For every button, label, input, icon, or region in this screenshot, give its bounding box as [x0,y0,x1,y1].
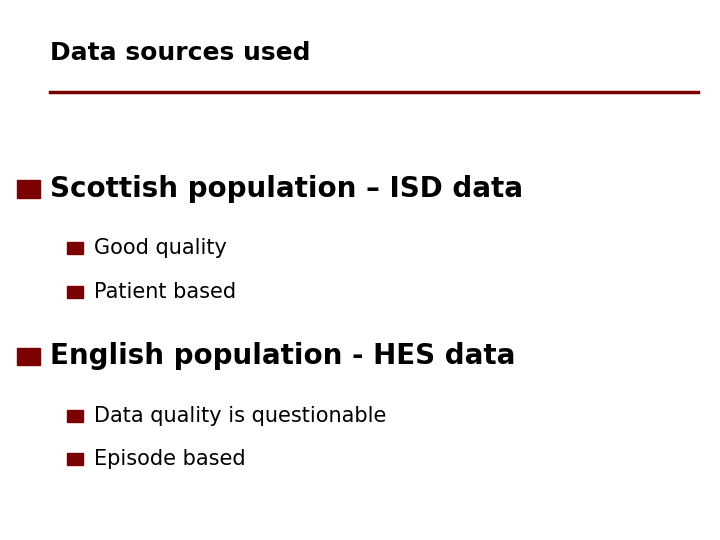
Text: Data sources used: Data sources used [50,41,311,65]
Text: Scottish population – ISD data: Scottish population – ISD data [50,175,523,203]
Text: Patient based: Patient based [94,281,235,302]
Text: Good quality: Good quality [94,238,227,259]
Text: English population - HES data: English population - HES data [50,342,516,370]
FancyBboxPatch shape [67,453,83,465]
FancyBboxPatch shape [17,348,40,365]
FancyBboxPatch shape [67,286,83,298]
FancyBboxPatch shape [67,242,83,254]
FancyBboxPatch shape [17,180,40,198]
FancyBboxPatch shape [67,410,83,422]
Text: Data quality is questionable: Data quality is questionable [94,406,386,426]
Text: Episode based: Episode based [94,449,246,469]
